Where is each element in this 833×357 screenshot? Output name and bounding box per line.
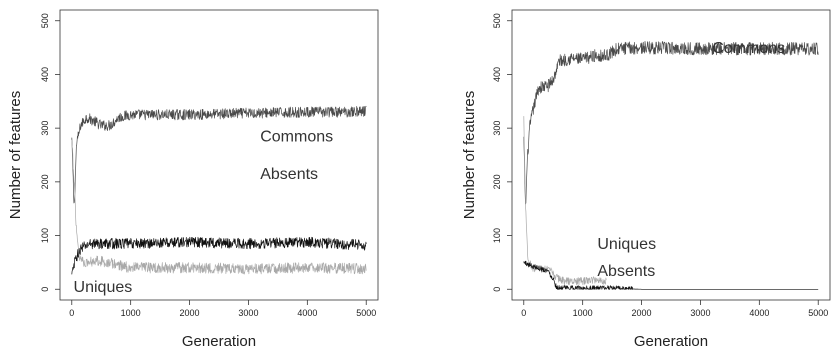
y-tick-label: 0 — [40, 287, 50, 292]
x-axis-label: Generation — [634, 333, 708, 350]
series-line-commons — [71, 105, 367, 204]
plot-frame — [511, 9, 831, 301]
x-tick-label: 4000 — [297, 308, 317, 318]
x-tick-label: 0 — [69, 308, 74, 318]
y-axis-label: Number of features — [461, 91, 478, 219]
x-tick-label: 5000 — [808, 308, 828, 318]
series-line-absents — [523, 260, 819, 290]
y-tick-label: 0 — [492, 287, 502, 292]
y-tick-label: 300 — [40, 121, 50, 136]
x-tick-label: 2000 — [632, 308, 652, 318]
chart-right: 0 1000 2000 3000 4000 5000 0 100 200 300 400 500 Gen… — [461, 9, 831, 350]
annotation-commons: Commons — [712, 40, 785, 57]
x-axis-label: Generation — [182, 333, 256, 350]
x-tick-label: 4000 — [749, 308, 769, 318]
chart-left: 0 1000 2000 3000 4000 5000 0 100 200 300 400 500 Gen… — [7, 9, 379, 350]
series-line-absents — [71, 236, 367, 275]
x-tick-label: 3000 — [690, 308, 710, 318]
annotation-uniques: Uniques — [74, 279, 133, 296]
plot-frame — [59, 9, 379, 301]
y-tick-label: 400 — [492, 67, 502, 82]
x-tick-label: 1000 — [121, 308, 141, 318]
y-tick-label: 400 — [40, 67, 50, 82]
y-tick-label: 100 — [40, 228, 50, 243]
series-line-uniques — [523, 116, 607, 286]
y-tick-label: 200 — [492, 174, 502, 189]
x-tick-label: 3000 — [238, 308, 258, 318]
y-axis-label: Number of features — [7, 91, 24, 219]
x-tick-label: 5000 — [356, 308, 376, 318]
annotation-absents: Absents — [260, 166, 318, 183]
y-tick-label: 500 — [40, 13, 50, 28]
x-tick-label: 0 — [521, 308, 526, 318]
y-tick-label: 200 — [40, 174, 50, 189]
y-tick-label: 300 — [492, 121, 502, 136]
x-tick-label: 2000 — [180, 308, 200, 318]
series-line-commons — [523, 40, 819, 205]
annotation-absents: Absents — [597, 263, 655, 280]
x-tick-label: 1000 — [573, 308, 593, 318]
annotation-commons: Commons — [260, 129, 333, 146]
y-tick-label: 500 — [492, 13, 502, 28]
y-tick-label: 100 — [492, 228, 502, 243]
series-line-uniques — [71, 139, 367, 275]
annotation-uniques: Uniques — [597, 236, 656, 253]
